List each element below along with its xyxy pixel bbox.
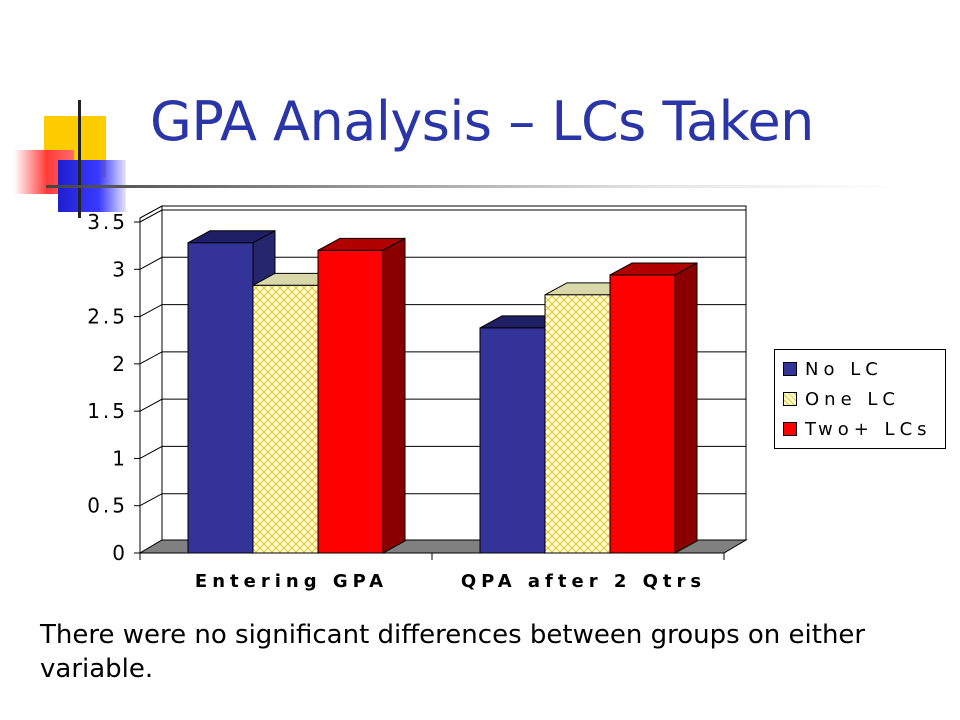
- legend-item-no-lc: No LC: [783, 356, 883, 382]
- x-category-label: Entering GPA: [195, 571, 388, 592]
- gridline: [139, 209, 746, 223]
- bar: [317, 249, 384, 554]
- gridline: [139, 256, 746, 270]
- legend-item-two-lcs: Two+ LCs: [783, 416, 932, 442]
- legend-swatch-one-lc: [783, 392, 797, 406]
- y-tick-label: 3.5: [87, 210, 128, 234]
- footnote-text: There were no significant differences be…: [40, 620, 866, 684]
- legend-label: One LC: [805, 388, 900, 410]
- x-category-label: QPA after 2 Qtrs: [461, 571, 706, 592]
- y-tick-label: 0: [112, 541, 128, 565]
- decorative-vertical-line: [78, 100, 81, 218]
- y-tick-label: 3: [112, 257, 128, 281]
- bar: [252, 284, 319, 554]
- y-tick-label: 0.5: [87, 494, 128, 518]
- chart-side-wall: [139, 205, 163, 554]
- legend-swatch-no-lc: [783, 362, 797, 376]
- bar-side: [382, 237, 406, 554]
- bar: [609, 274, 676, 554]
- page-title: GPA Analysis – LCs Taken: [150, 90, 814, 153]
- legend-label: No LC: [805, 358, 883, 380]
- legend-swatch-two-lcs: [783, 422, 797, 436]
- y-tick-label: 2: [112, 352, 128, 376]
- y-tick-label: 1.5: [87, 399, 128, 423]
- bar: [187, 242, 254, 554]
- title-underline: [46, 185, 906, 188]
- chart-legend: No LC One LC Two+ LCs: [774, 349, 946, 449]
- legend-label: Two+ LCs: [805, 418, 932, 440]
- y-tick-label: 2.5: [87, 305, 128, 329]
- bar: [544, 294, 611, 554]
- bar: [479, 327, 546, 554]
- legend-item-one-lc: One LC: [783, 386, 900, 412]
- y-tick-label: 1: [112, 446, 128, 470]
- bar-side: [674, 262, 698, 554]
